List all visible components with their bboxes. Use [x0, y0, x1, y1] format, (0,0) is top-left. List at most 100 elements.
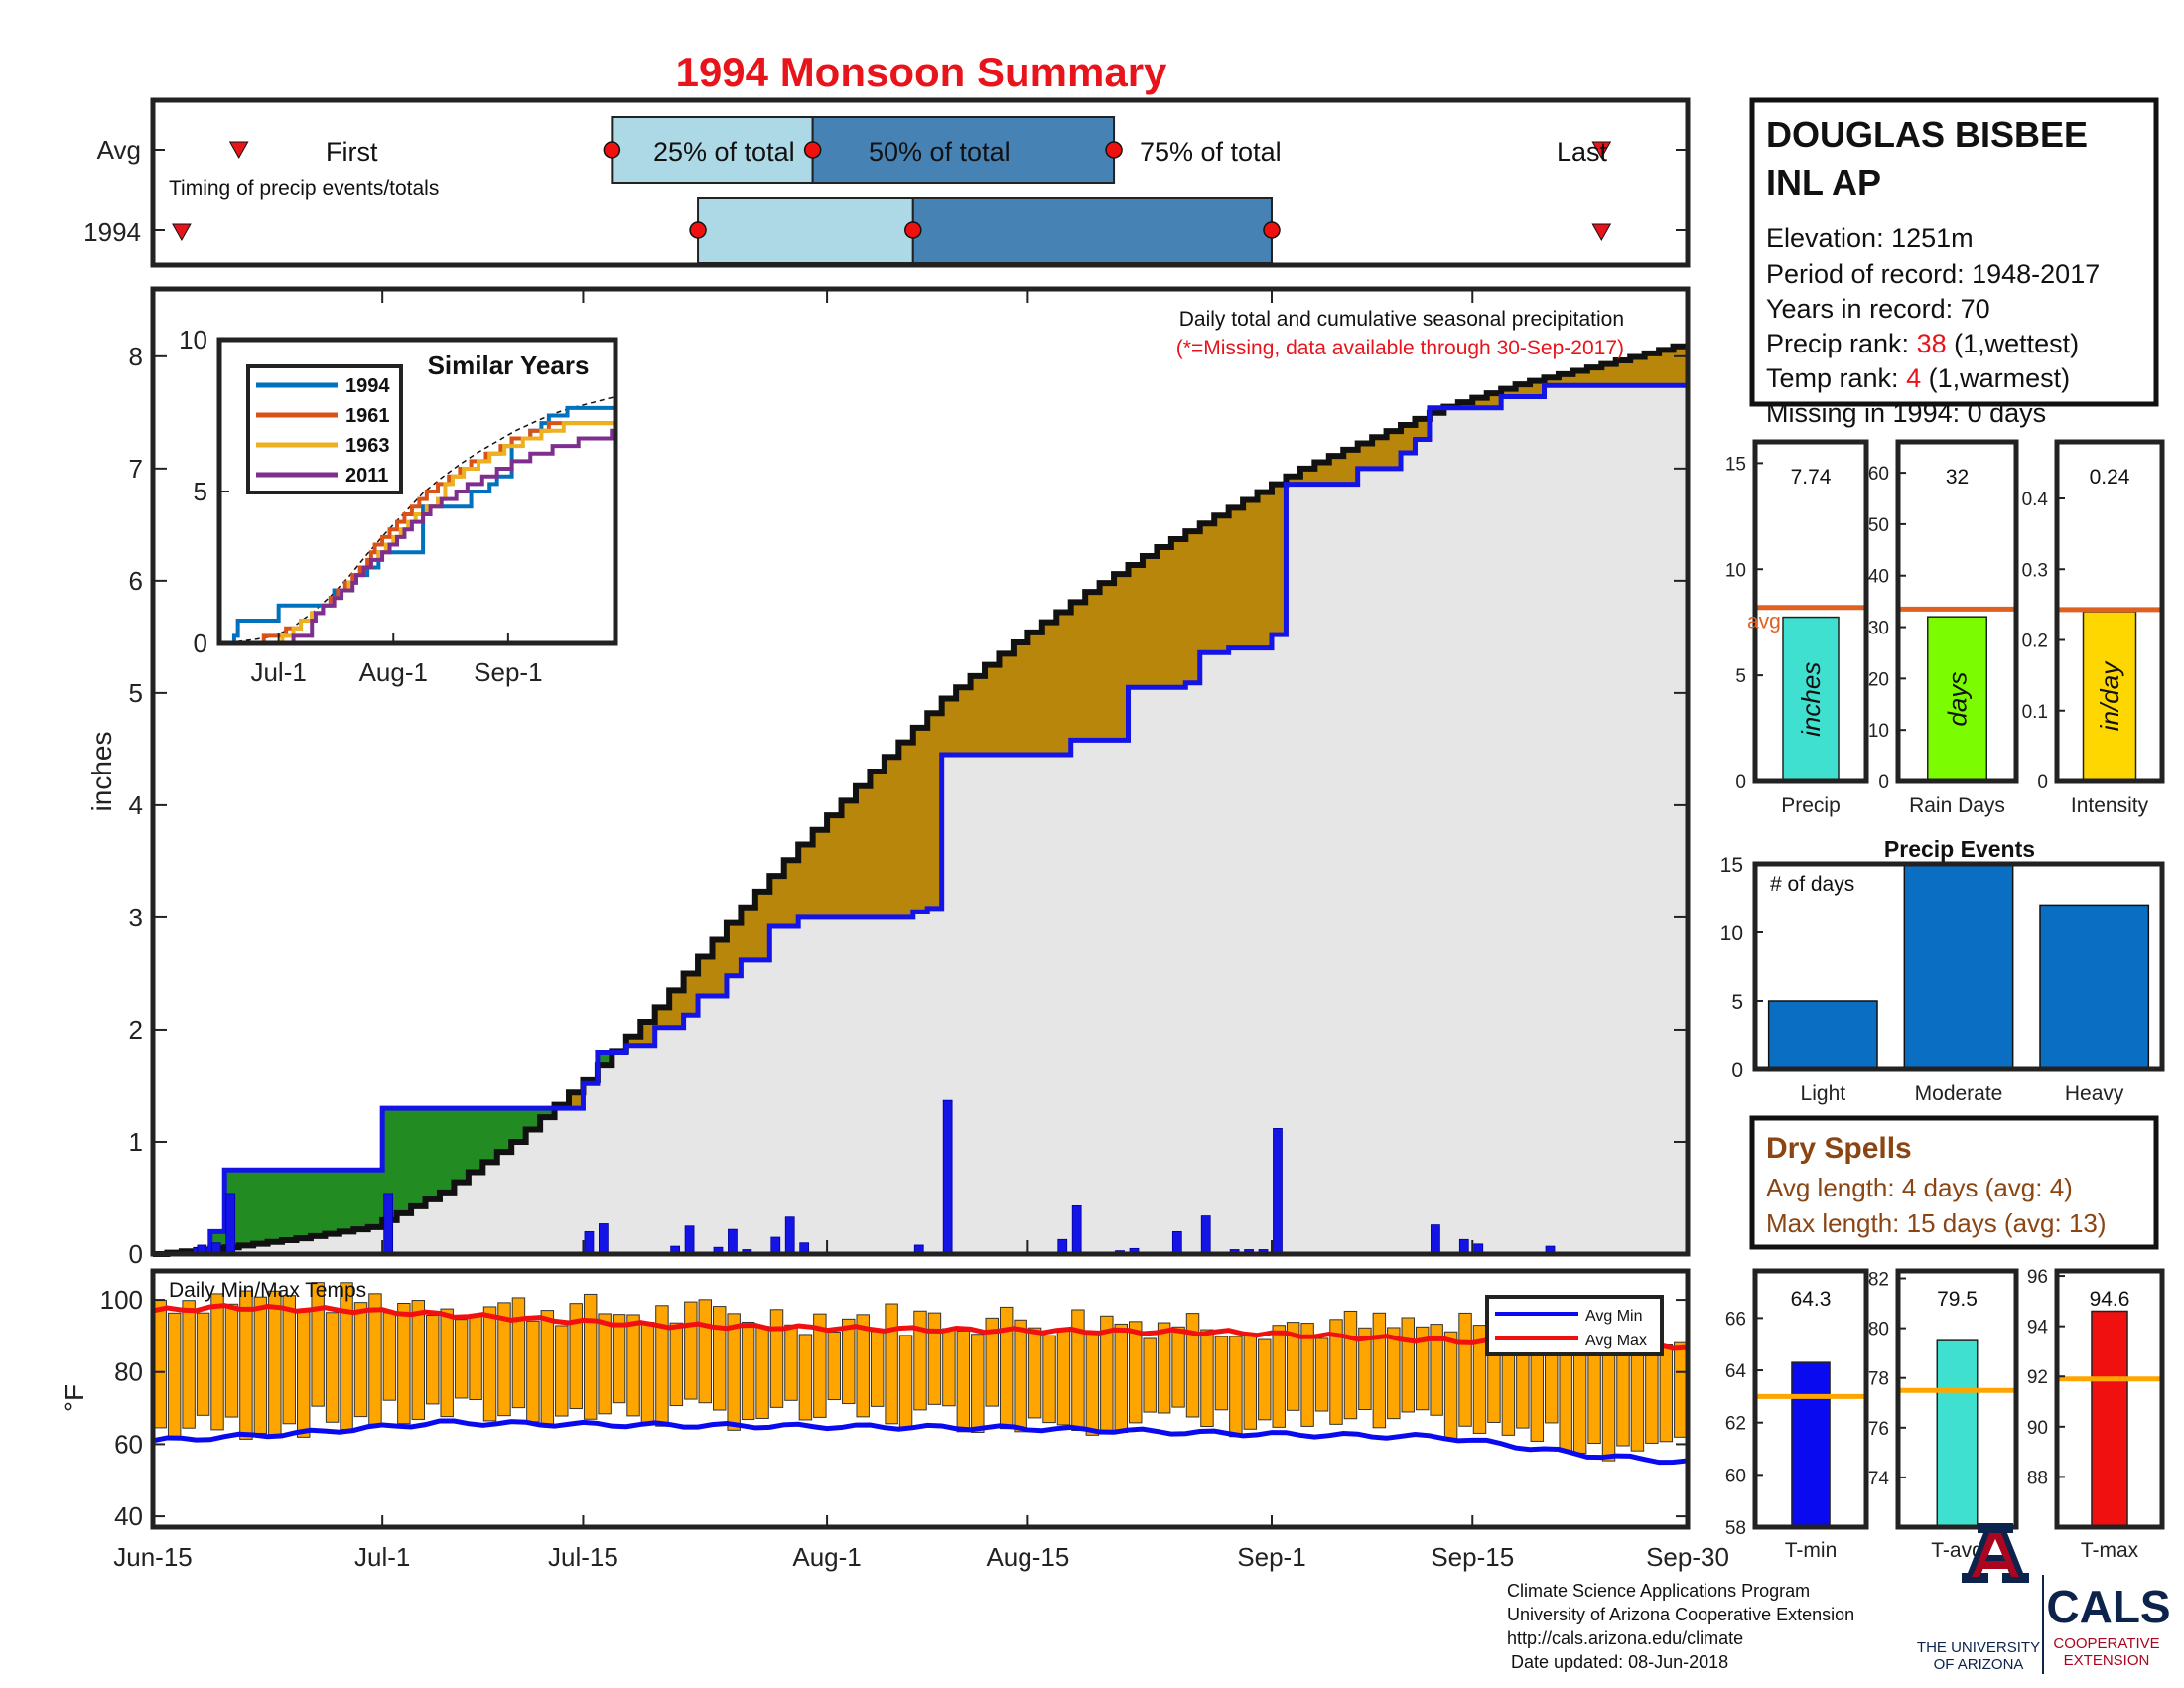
station-temp-rank: Temp rank: 4 (1,warmest)	[1766, 363, 2070, 393]
cals-sub2: EXTENSION	[2064, 1652, 2150, 1669]
daily-temp-bar	[1329, 1319, 1343, 1425]
precip-events-bar-heavy	[2039, 904, 2150, 1070]
daily-temp-bar	[626, 1314, 640, 1417]
surplus-fill	[325, 1170, 341, 1234]
events-y-tick-label: 5	[1731, 991, 1743, 1014]
timing-q75-label: 75% of total	[1140, 137, 1282, 167]
timing-box-q25-q50	[697, 197, 914, 264]
surplus-fill	[396, 1108, 412, 1213]
deficit-fill	[1544, 377, 1560, 386]
summary-y-tick-label: 10	[1725, 560, 1746, 581]
temp-y-tick-label: 80	[114, 1357, 143, 1387]
summary-y-tick-label: 50	[1868, 515, 1889, 536]
events-y-tick-label: 10	[1720, 922, 1743, 945]
timing-event-marker	[1591, 223, 1612, 242]
daily-temp-bar	[253, 1296, 268, 1434]
daily-temp-bar	[1129, 1321, 1143, 1424]
timing-quartile-dot	[904, 221, 922, 239]
surplus-fill	[439, 1108, 456, 1193]
temp-summary-y-tick-label: 58	[1725, 1518, 1746, 1539]
inset-y-tick-label: 0	[194, 629, 207, 658]
daily-temp-bar	[1114, 1323, 1129, 1433]
summary-panel-frame	[1895, 439, 2019, 784]
daily-temp-bar	[1645, 1345, 1659, 1444]
deficit-fill	[1401, 424, 1417, 454]
deficit-fill	[1530, 380, 1546, 397]
summary-bar-intensity	[2082, 611, 2137, 782]
inset-legend-label: 1961	[345, 405, 390, 427]
temp-summary-y-tick-label: 96	[2027, 1267, 2048, 1288]
station-missing: Missing in 1994: 0 days	[1766, 398, 2046, 428]
deficit-fill	[1070, 602, 1086, 741]
daily-temp-bar	[1214, 1336, 1229, 1411]
daily-temp-bar	[239, 1290, 253, 1440]
station-precip-rank: Precip rank: 38 (1,wettest)	[1766, 329, 2079, 358]
daily-temp-bar	[1229, 1336, 1243, 1438]
deficit-fill	[741, 907, 756, 960]
daily-temps-panel: 40 60 80 100 Daily Min/Max Temps °F Avg Min…	[59, 1268, 1691, 1531]
surplus-fill	[425, 1108, 441, 1199]
summary-y-tick-label: 0.3	[2022, 560, 2048, 581]
daily-precip-bar	[1273, 1128, 1283, 1255]
deficit-fill	[640, 1022, 656, 1046]
daily-temp-bar	[898, 1335, 913, 1429]
deficit-fill	[769, 876, 785, 926]
station-elevation: Elevation: 1251m	[1766, 223, 1974, 253]
y-tick-label: 5	[129, 678, 143, 708]
summary-xlabel: Intensity	[2071, 794, 2149, 817]
daily-temp-bar	[569, 1303, 583, 1410]
timing-last-label: Last	[1557, 137, 1608, 167]
deficit-fill	[841, 800, 857, 917]
daily-temp-bar	[927, 1312, 942, 1405]
timing-box-q25-q50	[611, 116, 814, 184]
temp-summary-y-tick-label: 62	[1725, 1414, 1746, 1435]
deficit-fill	[855, 785, 872, 917]
daily-temp-bar	[1243, 1333, 1258, 1430]
daily-temp-bar	[469, 1314, 482, 1401]
x-tick-label: Sep-30	[1646, 1542, 1729, 1572]
inset-title: Similar Years	[428, 351, 590, 380]
deficit-fill	[1243, 499, 1259, 648]
daily-temp-bar	[1314, 1337, 1329, 1412]
deficit-fill	[798, 844, 814, 917]
daily-temp-bar	[784, 1324, 798, 1401]
daily-precip-bar	[1200, 1215, 1211, 1255]
daily-temp-bar	[1674, 1341, 1688, 1438]
y-tick-label: 7	[129, 454, 143, 484]
daily-temp-bar	[870, 1331, 885, 1407]
daily-temp-bar	[511, 1297, 526, 1409]
surplus-fill	[496, 1108, 512, 1153]
deficit-fill	[912, 727, 928, 913]
temp-summary-xlabel: T-avg	[1931, 1539, 1983, 1562]
summary-y-tick-label: 0	[2037, 773, 2048, 793]
deficit-fill	[1056, 612, 1072, 756]
deficit-fill	[1659, 350, 1675, 386]
inset-x-tick-label: Jul-1	[250, 657, 306, 687]
main-ylabel: inches	[86, 732, 117, 812]
deficit-fill	[1286, 476, 1301, 485]
temp-summary-y-tick-label: 92	[2027, 1367, 2048, 1388]
precip-summary-panels: 7.74 inches Precip avg 0 5 10 15 32 days Rain Days…	[1725, 439, 2165, 817]
timing-quartile-dot	[1105, 141, 1123, 159]
daily-temp-bar	[482, 1306, 497, 1422]
similar-years-lines: 0 5 10 Jul-1 Aug-1 Sep-1	[179, 325, 616, 687]
surplus-fill	[339, 1170, 354, 1232]
deficit-fill	[1114, 574, 1130, 741]
daily-temp-bar	[669, 1322, 684, 1407]
inset-series-1994	[219, 405, 615, 645]
daily-temp-bar	[497, 1302, 511, 1417]
precip-events-xlabel: Heavy	[2065, 1082, 2124, 1105]
events-y-tick-label: 0	[1731, 1059, 1743, 1082]
daily-temp-bar	[827, 1331, 842, 1401]
deficit-fill	[1185, 531, 1201, 683]
deficit-fill	[1372, 437, 1388, 469]
summary-unit-label: inches	[1796, 662, 1826, 737]
x-tick-label: Jun-15	[113, 1542, 193, 1572]
dry-spells-max: Max length: 15 days (avg: 13)	[1766, 1208, 2107, 1238]
daily-temp-bar	[798, 1334, 813, 1421]
summary-bar-precip	[1782, 616, 1840, 782]
daily-temp-bar	[555, 1325, 569, 1417]
x-tick-label: Aug-1	[792, 1542, 861, 1572]
daily-temps-marks: 40 60 80 100	[100, 1282, 1689, 1531]
